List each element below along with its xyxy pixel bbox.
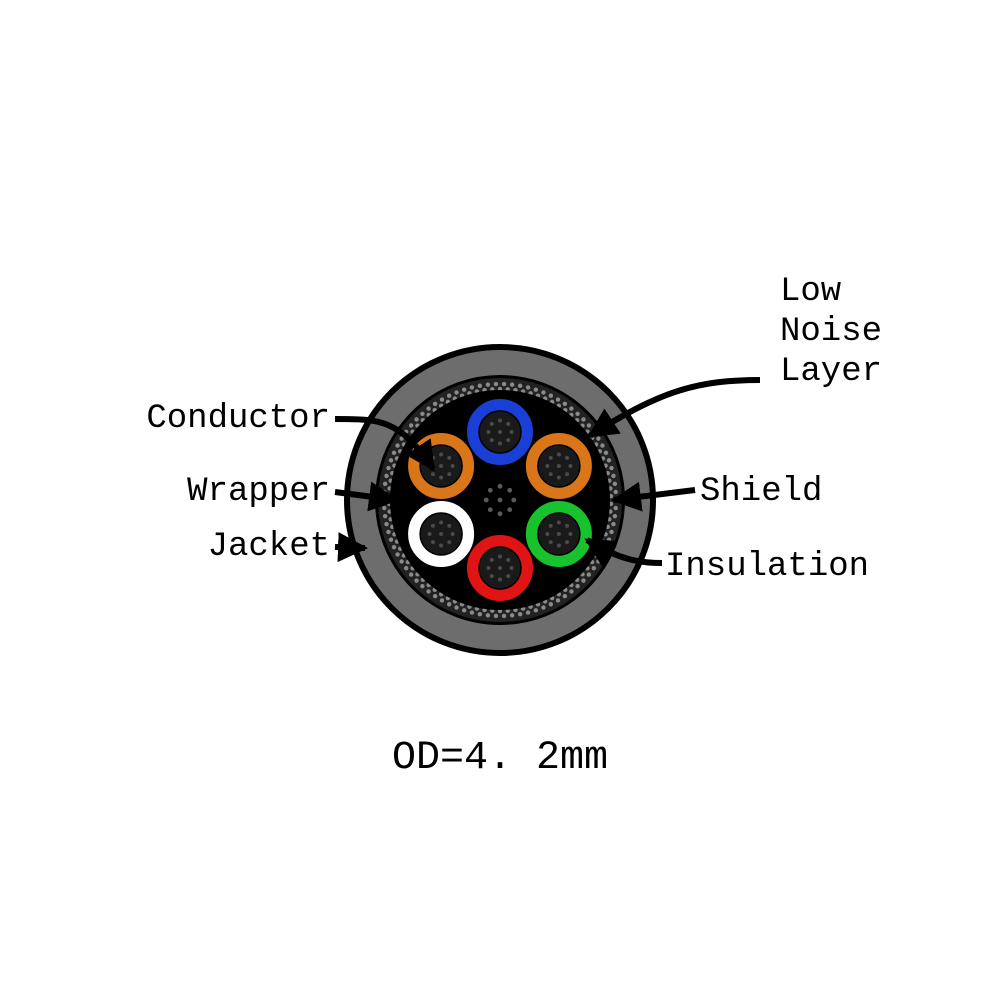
conductor-2 xyxy=(525,500,593,568)
label-insulation: Insulation xyxy=(665,548,869,586)
label-low-noise-1: Noise xyxy=(780,313,882,351)
label-outer-diameter: OD=4. 2mm xyxy=(392,736,608,781)
label-low-noise-2: Layer xyxy=(780,353,882,391)
conductor-5 xyxy=(407,432,475,500)
conductor-1 xyxy=(525,432,593,500)
conductor-4 xyxy=(407,500,475,568)
label-conductor: Conductor xyxy=(146,400,330,438)
conductor-0 xyxy=(466,398,534,466)
label-low-noise-0: Low xyxy=(780,273,842,311)
label-jacket: Jacket xyxy=(208,528,330,566)
label-shield: Shield xyxy=(700,473,822,511)
label-wrapper: Wrapper xyxy=(187,473,330,511)
cable-cross-section-diagram: Conductor Wrapper Jacket LowNoiseLayer Shiel… xyxy=(0,0,1000,1000)
conductor-3 xyxy=(466,534,534,602)
arrow-jacket xyxy=(335,547,365,548)
